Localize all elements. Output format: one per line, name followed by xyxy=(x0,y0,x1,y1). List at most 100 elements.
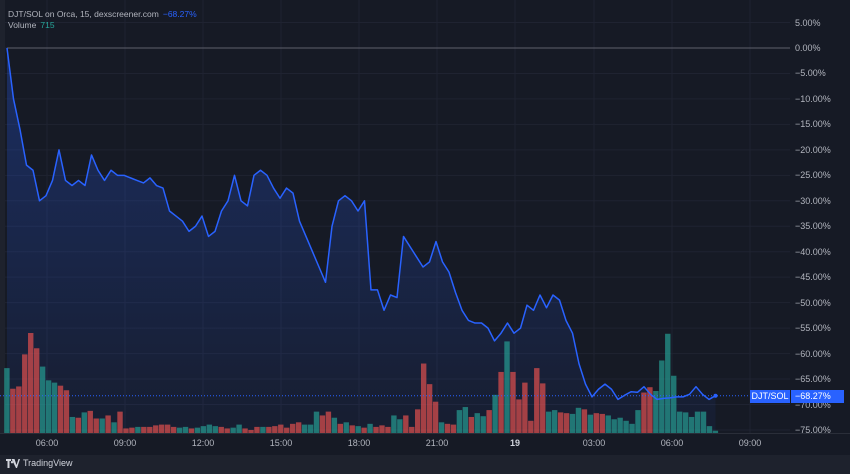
volume-bar xyxy=(569,413,576,433)
volume-bar xyxy=(63,390,70,433)
tradingview-attribution[interactable]: TradingView xyxy=(6,458,73,468)
price-axis-label: −75.00% xyxy=(795,424,831,435)
volume-bar xyxy=(278,424,284,433)
volume-bar xyxy=(260,426,266,433)
time-axis-label: 15:00 xyxy=(269,438,293,448)
volume-bar xyxy=(593,413,600,433)
volume-bar xyxy=(462,407,469,433)
volume-bar xyxy=(474,413,480,433)
time-axis-label: 12:00 xyxy=(191,438,215,448)
volume-bar xyxy=(492,394,498,433)
volume-bar xyxy=(230,427,236,433)
symbol-legend-row[interactable]: DJT/SOL on Orca, 15, dexscreener.com −68.… xyxy=(8,9,197,20)
volume-bar xyxy=(468,416,474,433)
volume-legend-row[interactable]: Volume 715 xyxy=(8,20,197,31)
volume-bar xyxy=(117,411,123,433)
volume-bar xyxy=(671,375,677,433)
volume-bar xyxy=(635,410,641,433)
volume-bar xyxy=(307,424,314,433)
volume-bar xyxy=(510,371,516,433)
volume-bar xyxy=(373,426,379,433)
volume-bar xyxy=(69,416,76,433)
symbol-title: DJT/SOL on Orca, 15, dexscreener.com xyxy=(8,9,159,19)
volume-bar xyxy=(575,407,582,433)
time-axis-label: 09:00 xyxy=(738,438,762,448)
volume-bar xyxy=(242,428,248,433)
left-margin xyxy=(0,0,5,433)
volume-bar xyxy=(438,422,445,433)
volume-bar xyxy=(504,341,510,433)
volume-bar xyxy=(87,410,93,433)
volume-bar xyxy=(545,411,552,433)
price-axis-label: −70.00% xyxy=(795,399,831,410)
volume-bar xyxy=(272,426,278,433)
volume-bar xyxy=(254,426,260,433)
volume-bar xyxy=(409,426,415,433)
volume-bar xyxy=(379,425,385,433)
volume-bar xyxy=(123,428,129,433)
volume-bar xyxy=(343,422,349,433)
volume-bar xyxy=(623,420,629,433)
time-axis-label: 03:00 xyxy=(582,438,606,448)
volume-bar xyxy=(141,426,147,433)
volume-bar xyxy=(700,411,707,433)
volume-bar xyxy=(301,424,308,433)
volume-bar xyxy=(647,387,653,433)
volume-bar xyxy=(367,423,373,433)
volume-bar xyxy=(313,411,320,433)
volume-bar xyxy=(93,418,99,433)
chart-legend: DJT/SOL on Orca, 15, dexscreener.com −68.… xyxy=(8,9,197,31)
volume-bar xyxy=(688,416,695,433)
price-axis-label: −60.00% xyxy=(795,348,831,359)
volume-bar xyxy=(498,371,504,433)
tradingview-brand: TradingView xyxy=(23,458,73,468)
time-axis-label: 18:00 xyxy=(347,438,371,448)
volume-bar xyxy=(706,426,713,433)
tradingview-logo-icon xyxy=(6,458,20,468)
time-axis-label: 06:00 xyxy=(35,438,59,448)
volume-bar xyxy=(16,386,22,433)
last-value-tag: −68.27% xyxy=(791,390,844,403)
volume-bar xyxy=(164,424,171,433)
price-area-fill xyxy=(7,48,716,433)
volume-bar xyxy=(444,423,451,433)
time-axis-label: 09:00 xyxy=(113,438,137,448)
volume-bar xyxy=(426,384,433,433)
volume-bar xyxy=(57,385,64,433)
volume-value: 715 xyxy=(40,20,55,30)
volume-bar xyxy=(99,418,105,433)
volume-bar xyxy=(10,388,16,433)
volume-bar xyxy=(188,428,195,433)
price-axis-label: −5.00% xyxy=(795,68,826,79)
volume-bar xyxy=(129,427,135,433)
volume-bar xyxy=(105,415,111,433)
volume-bar xyxy=(284,427,290,433)
change-percent: −68.27% xyxy=(162,9,197,19)
volume-bar xyxy=(557,412,564,433)
price-axis-label: −40.00% xyxy=(795,246,831,257)
price-axis-label: −20.00% xyxy=(795,144,831,155)
volume-bar xyxy=(528,420,534,433)
volume-bar xyxy=(665,333,671,433)
volume-bar xyxy=(605,415,611,433)
volume-bar xyxy=(33,348,40,433)
volume-bar xyxy=(158,424,165,433)
volume-bar xyxy=(111,422,117,433)
volume-bar xyxy=(361,427,367,433)
price-axis-label: −25.00% xyxy=(795,170,831,181)
price-axis-label: −55.00% xyxy=(795,323,831,334)
price-axis-label: −50.00% xyxy=(795,297,831,308)
volume-bar xyxy=(212,426,218,433)
volume-bar xyxy=(248,429,254,433)
price-chart-canvas[interactable] xyxy=(0,0,850,455)
volume-bar xyxy=(289,423,296,433)
volume-bar xyxy=(599,413,605,433)
volume-bar xyxy=(349,425,355,433)
volume-bar xyxy=(337,423,344,433)
volume-bar xyxy=(456,410,463,433)
volume-bar xyxy=(397,419,403,433)
volume-bar xyxy=(224,428,230,433)
volume-bar xyxy=(415,409,421,433)
volume-bar xyxy=(153,425,159,433)
